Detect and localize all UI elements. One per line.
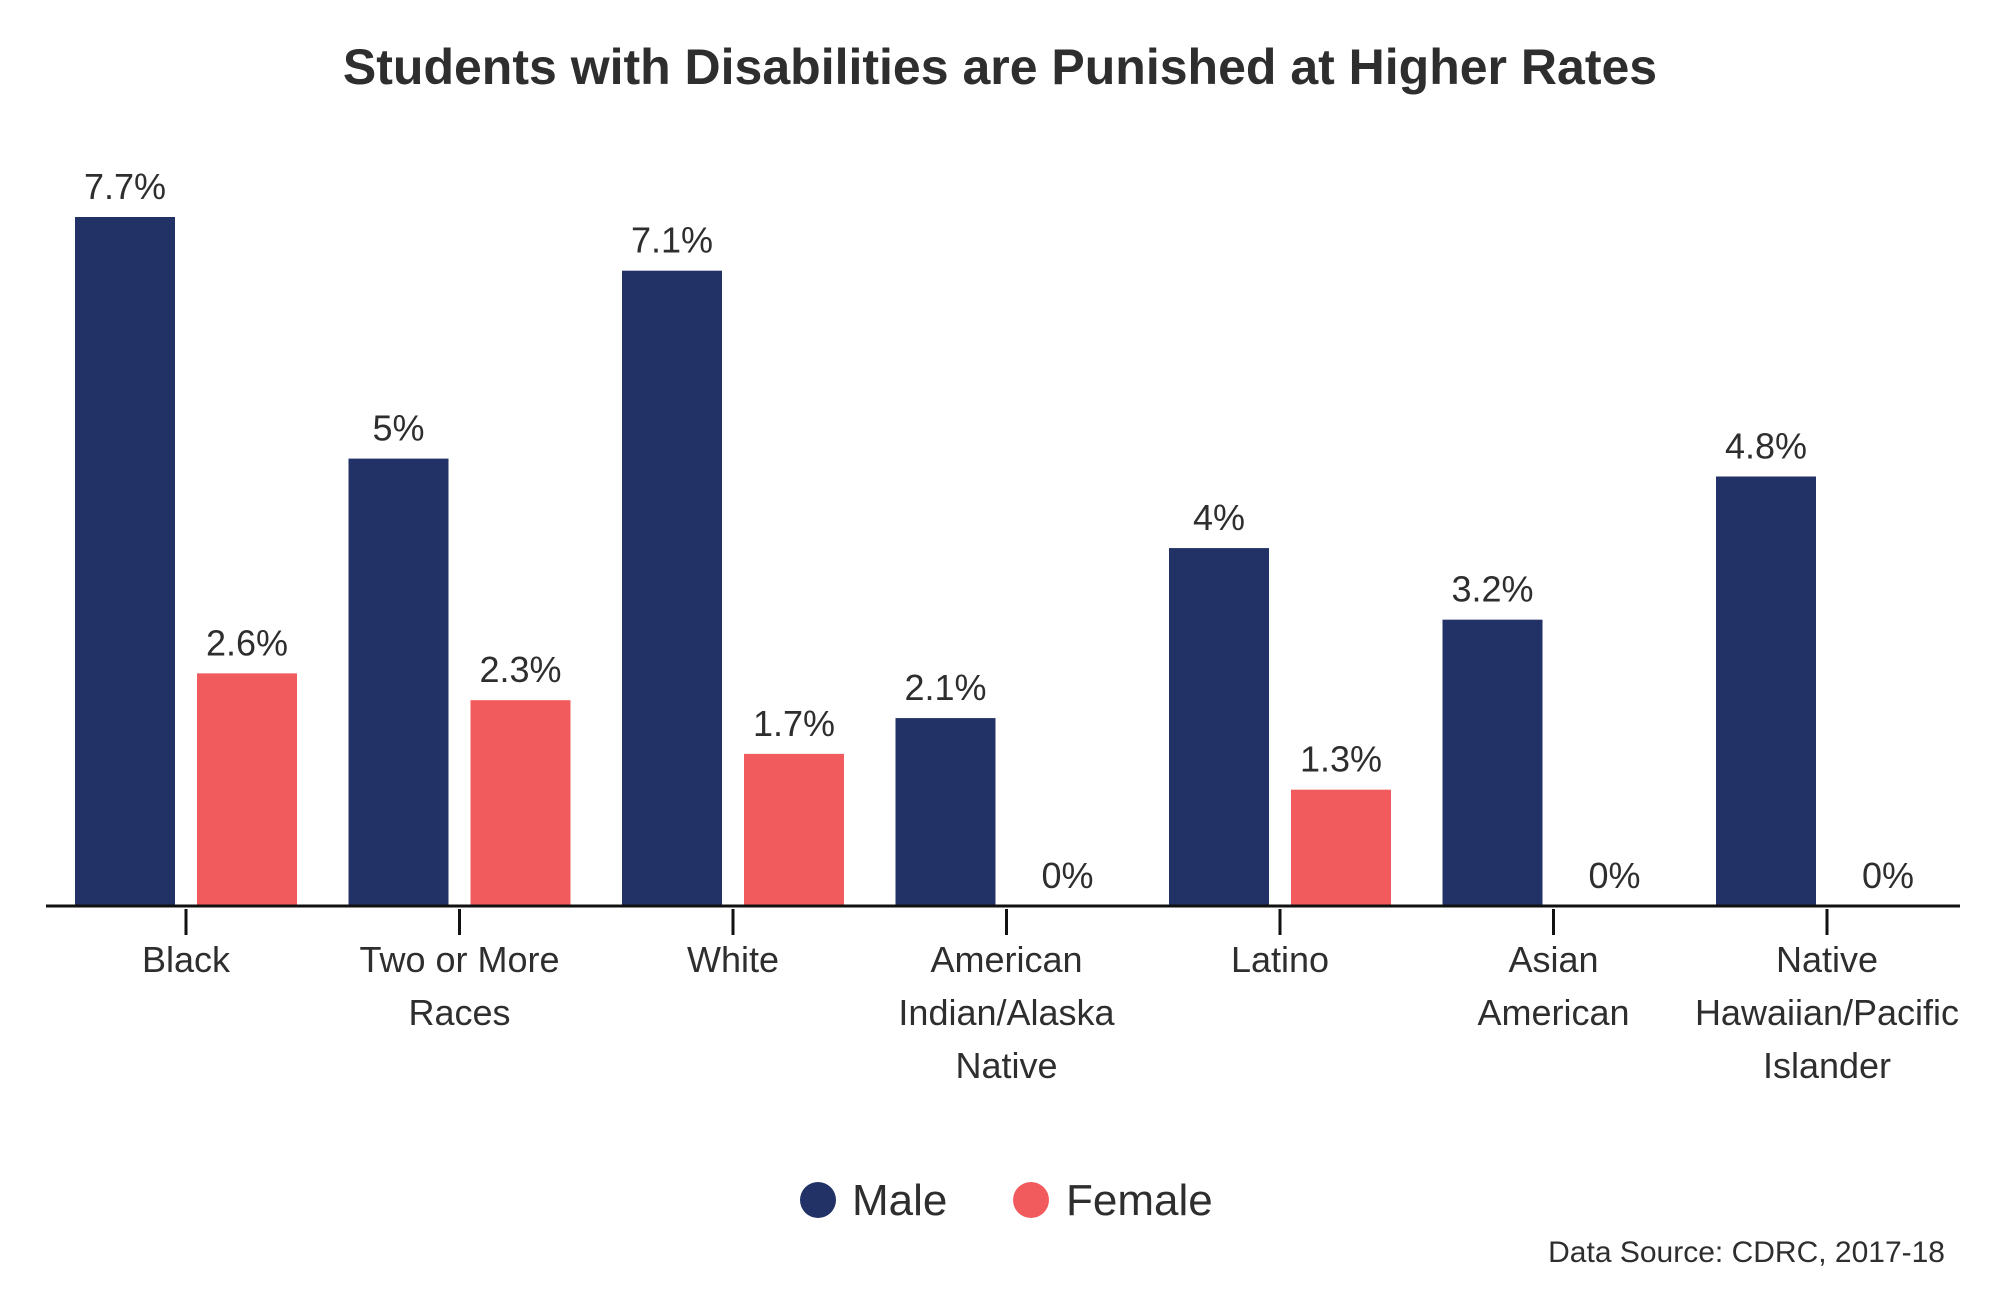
value-label-male-2: 7.1% bbox=[631, 220, 713, 261]
x-tick-label-line-4-0: Latino bbox=[1231, 939, 1329, 980]
x-tick-label-2: White bbox=[687, 939, 779, 980]
x-tick-label-5: Asian American bbox=[1477, 939, 1629, 1033]
x-tick-label-line-6-1: Hawaiian/Pacific bbox=[1695, 992, 1959, 1033]
x-tick-label-line-3-0: American bbox=[930, 939, 1082, 980]
x-tick-label-line-6-0: Native bbox=[1776, 939, 1878, 980]
value-label-female-2: 1.7% bbox=[753, 703, 835, 744]
bar-female-4 bbox=[1291, 789, 1391, 906]
x-tick-label-line-3-2: Native bbox=[955, 1045, 1057, 1086]
value-label-male-1: 5% bbox=[372, 408, 424, 449]
value-label-female-5: 0% bbox=[1588, 855, 1640, 896]
x-tick-label-line-1-1: Races bbox=[408, 992, 510, 1033]
data-source-note: Data Source: CDRC, 2017-18 bbox=[1548, 1236, 1945, 1269]
tick-labels-layer: Black Two or More Races White American Indian… bbox=[142, 939, 1959, 1086]
bar-male-3 bbox=[895, 718, 996, 906]
bar-female-2 bbox=[744, 753, 844, 906]
value-labels-layer: 7.7% 2.6% 5% 2.3% 7.1% 1.7% 2.1% 0% 4% 1.3% 3.2% 0%… bbox=[84, 166, 1914, 896]
value-label-male-3: 2.1% bbox=[904, 667, 986, 708]
legend-item-female: Female bbox=[1013, 1176, 1213, 1225]
legend-label-female: Female bbox=[1066, 1176, 1213, 1225]
value-label-female-0: 2.6% bbox=[206, 622, 288, 663]
bars-layer bbox=[75, 217, 1816, 906]
legend-marker-female bbox=[1013, 1182, 1049, 1218]
bar-male-1 bbox=[348, 458, 449, 906]
bar-male-4 bbox=[1169, 548, 1269, 906]
bar-male-2 bbox=[622, 270, 722, 906]
bar-male-6 bbox=[1716, 476, 1816, 906]
bar-male-5 bbox=[1442, 619, 1543, 906]
x-tick-label-line-5-1: American bbox=[1477, 992, 1629, 1033]
x-tick-label-line-2-0: White bbox=[687, 939, 779, 980]
ticks-layer bbox=[184, 909, 1829, 935]
value-label-female-1: 2.3% bbox=[479, 649, 561, 690]
x-tick-label-line-1-0: Two or More bbox=[359, 939, 559, 980]
bar-male-0 bbox=[75, 217, 175, 906]
value-label-female-3: 0% bbox=[1041, 855, 1093, 896]
x-tick-label-1: Two or More Races bbox=[359, 939, 559, 1033]
x-tick-label-line-0-0: Black bbox=[142, 939, 231, 980]
value-label-male-6: 4.8% bbox=[1725, 425, 1807, 466]
chart-title: Students with Disabilities are Punished … bbox=[343, 39, 1657, 95]
x-tick-label-6: Native Hawaiian/Pacific Islander bbox=[1695, 939, 1959, 1086]
bar-female-0 bbox=[197, 673, 297, 906]
x-tick-label-3: American Indian/Alaska Native bbox=[898, 939, 1115, 1086]
value-label-female-4: 1.3% bbox=[1300, 739, 1382, 780]
legend: Male Female bbox=[800, 1176, 1213, 1225]
x-tick-label-line-3-1: Indian/Alaska bbox=[898, 992, 1115, 1033]
bar-female-1 bbox=[470, 700, 571, 906]
legend-label-male: Male bbox=[852, 1176, 947, 1225]
legend-marker-male bbox=[800, 1182, 836, 1218]
x-tick-label-line-5-0: Asian bbox=[1508, 939, 1598, 980]
x-tick-label-line-6-2: Islander bbox=[1763, 1045, 1891, 1086]
x-tick-label-0: Black bbox=[142, 939, 231, 980]
value-label-male-5: 3.2% bbox=[1451, 569, 1533, 610]
legend-item-male: Male bbox=[800, 1176, 947, 1225]
value-label-male-4: 4% bbox=[1193, 497, 1245, 538]
value-label-male-0: 7.7% bbox=[84, 166, 166, 207]
x-tick-label-4: Latino bbox=[1231, 939, 1329, 980]
value-label-female-6: 0% bbox=[1862, 855, 1914, 896]
